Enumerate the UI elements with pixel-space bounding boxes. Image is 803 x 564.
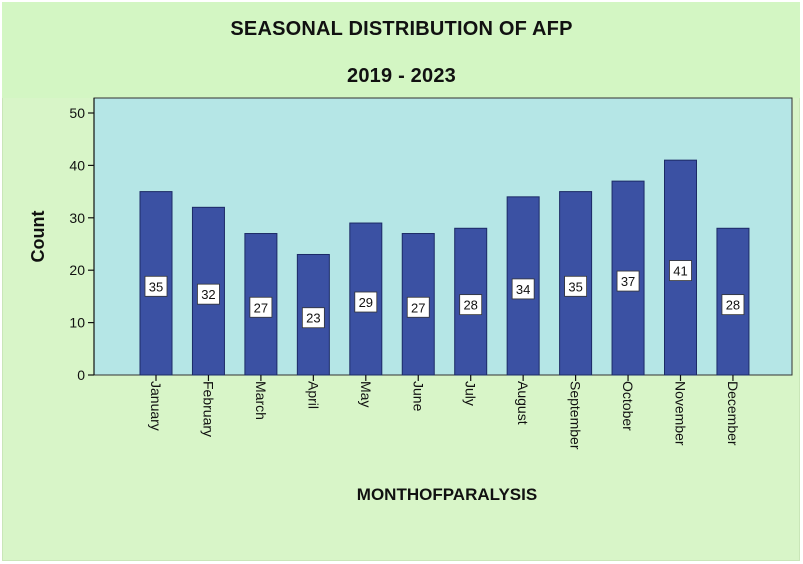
x-tick-label-september: September <box>568 381 584 450</box>
x-tick-label-january: January <box>148 381 164 431</box>
data-label-box <box>669 260 692 281</box>
x-tick-label-february: February <box>200 381 216 437</box>
data-label: 35 <box>564 275 587 297</box>
data-label-text: 29 <box>359 295 373 310</box>
data-label: 41 <box>669 260 692 281</box>
x-tick-label-march: March <box>253 381 269 420</box>
data-label-box <box>197 283 220 305</box>
data-label-text: 28 <box>726 298 740 313</box>
data-label-box <box>406 296 430 318</box>
data-label: 28 <box>721 294 745 316</box>
data-label-box <box>511 278 535 300</box>
x-axis: January February March April May June July Augu… <box>148 375 741 450</box>
x-tick-label-may: May <box>358 381 374 407</box>
y-tick-label: 50 <box>69 105 85 121</box>
chart-title: SEASONAL DISTRIBUTION OF AFP <box>230 18 573 40</box>
data-label-box <box>301 307 325 329</box>
x-tick-label-august: August <box>515 381 531 425</box>
x-tick-label-december: December <box>725 381 741 446</box>
data-label-box <box>616 270 640 292</box>
data-label-text: 37 <box>621 274 635 289</box>
data-label-box <box>564 275 587 297</box>
data-label: 27 <box>249 296 273 318</box>
data-label-text: 28 <box>463 298 477 313</box>
data-label-box <box>249 296 273 318</box>
data-label-text: 27 <box>411 300 425 315</box>
y-tick-label: 0 <box>77 367 85 383</box>
data-label-box <box>354 291 378 313</box>
data-label: 35 <box>144 275 168 297</box>
data-label-box <box>144 275 168 297</box>
data-label: 27 <box>406 296 430 318</box>
y-tick-label: 40 <box>69 157 85 173</box>
y-axis-title: Count <box>28 211 48 263</box>
data-label-text: 41 <box>673 264 687 279</box>
x-tick-label-july: July <box>463 381 479 406</box>
y-tick-label: 30 <box>69 210 85 226</box>
x-tick-label-november: November <box>673 381 689 446</box>
chart-subtitle: 2019 - 2023 <box>347 65 456 87</box>
x-tick-label-october: October <box>620 381 636 431</box>
data-label: 32 <box>197 283 220 305</box>
x-tick-label-april: April <box>305 381 321 409</box>
data-label-box <box>459 294 483 316</box>
data-label-text: 35 <box>149 279 163 294</box>
data-label-text: 27 <box>254 300 268 315</box>
x-axis-title: MONTHOFPARALYSIS <box>357 485 537 504</box>
x-tick-label-june: June <box>410 381 426 412</box>
y-axis: 0 10 20 30 40 50 <box>69 98 95 383</box>
data-label: 28 <box>459 294 483 316</box>
data-label-text: 23 <box>306 311 320 326</box>
data-label: 23 <box>301 307 325 329</box>
title-band <box>2 2 800 98</box>
bars: 35 32 27 23 29 27 28 34 35 37 41 28 <box>139 159 750 376</box>
data-label-box <box>721 294 745 316</box>
y-tick-label: 20 <box>69 262 85 278</box>
data-label: 37 <box>616 270 640 292</box>
data-label-text: 32 <box>201 287 215 302</box>
data-label-text: 34 <box>516 282 530 297</box>
data-label-text: 35 <box>568 279 582 294</box>
data-label: 29 <box>354 291 378 313</box>
data-label: 34 <box>511 278 535 300</box>
y-tick-label: 10 <box>69 315 85 331</box>
